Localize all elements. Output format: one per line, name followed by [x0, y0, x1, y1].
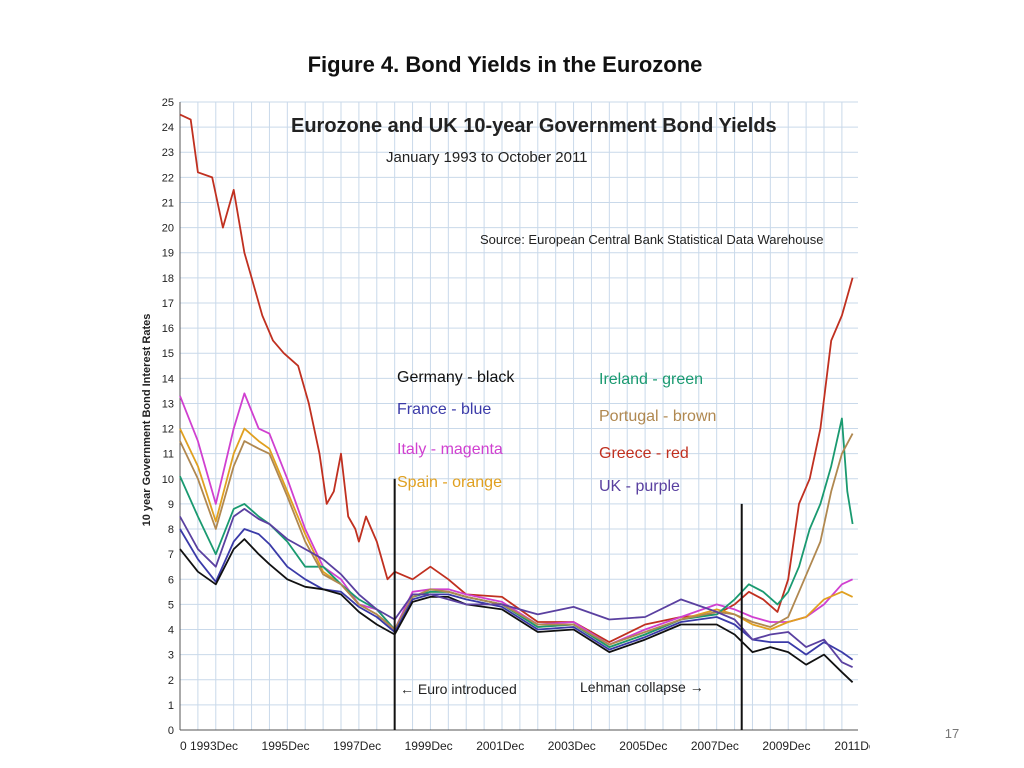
y-tick-label: 21 [162, 197, 174, 209]
x-tick-label: 2009Dec [762, 739, 810, 753]
y-tick-label: 9 [168, 499, 174, 511]
y-tick-label: 17 [162, 298, 174, 310]
page-number: 17 [944, 726, 960, 741]
y-tick-label: 22 [162, 172, 174, 184]
y-tick-label: 19 [162, 248, 174, 260]
series-layer [179, 113, 854, 683]
slide-title: Figure 4. Bond Yields in the Eurozone [307, 52, 703, 77]
legend-france: France - blue [397, 401, 491, 418]
y-tick-label: 8 [168, 524, 174, 536]
x-tick-label: 2005Dec [619, 739, 667, 753]
legend-uk: UK - purple [599, 478, 680, 495]
legend-italy: Italy - magenta [397, 441, 503, 458]
series-line-greece [179, 113, 854, 643]
series-line-portugal [179, 433, 854, 646]
x-tick-label: 1999Dec [405, 739, 453, 753]
y-tick-label: 16 [162, 323, 174, 335]
x-tick-label: 2011Dec [834, 739, 870, 753]
y-tick-label: 5 [168, 599, 174, 611]
y-tick-label: 6 [168, 574, 174, 586]
y-tick-label: 0 [168, 725, 174, 737]
y-axis-label: 10 year Government Bond Interest Rates [141, 314, 153, 527]
axis-layer: 0123456789101112131415161718192021222324… [162, 97, 870, 753]
series-line-germany [179, 538, 854, 683]
y-tick-label: 15 [162, 348, 174, 360]
y-tick-label: 4 [168, 625, 174, 637]
legend-portugal: Portugal - brown [599, 408, 716, 425]
legend-germany: Germany - black [397, 369, 515, 386]
x-tick-label: 2003Dec [548, 739, 596, 753]
y-tick-label: 3 [168, 650, 174, 662]
legend-ireland: Ireland - green [599, 371, 703, 388]
x-tick-label: 2007Dec [691, 739, 739, 753]
y-tick-label: 18 [162, 273, 174, 285]
x-tick-label: 1993Dec [190, 739, 238, 753]
series-line-uk [179, 507, 853, 669]
legend: Germany - black France - blue Italy - ma… [397, 369, 716, 495]
annotation-euro-introduced: ← Euro introduced [400, 681, 517, 697]
y-tick-label: 23 [162, 147, 174, 159]
y-tick-label: 2 [168, 675, 174, 687]
x-tick-label: 1995Dec [262, 739, 310, 753]
bond-yield-chart: 0123456789101112131415161718192021222324… [130, 90, 870, 762]
series-line-italy [179, 392, 853, 646]
y-tick-label: 14 [162, 373, 174, 385]
x-tick-label: 0 [180, 739, 187, 753]
chart-title: Eurozone and UK 10-year Government Bond … [291, 115, 777, 137]
legend-spain: Spain - orange [397, 474, 502, 491]
annotation-lehman-collapse: Lehman collapse → [580, 679, 704, 695]
y-tick-label: 7 [168, 549, 174, 561]
y-tick-label: 13 [162, 398, 174, 410]
legend-greece: Greece - red [599, 445, 689, 462]
x-tick-label: 1997Dec [333, 739, 381, 753]
x-tick-label: 2001Dec [476, 739, 524, 753]
plot-background [130, 90, 870, 762]
chart-source: Source: European Central Bank Statistica… [480, 232, 823, 247]
series-line-france [179, 528, 854, 661]
y-tick-label: 20 [162, 223, 174, 235]
chart-subtitle: January 1993 to October 2011 [386, 149, 588, 166]
y-tick-label: 10 [162, 474, 174, 486]
y-tick-label: 12 [162, 424, 174, 436]
y-tick-label: 1 [168, 700, 174, 712]
y-tick-label: 24 [162, 122, 174, 134]
y-tick-label: 11 [163, 449, 174, 461]
event-layer [393, 478, 743, 730]
y-tick-label: 25 [162, 97, 174, 109]
